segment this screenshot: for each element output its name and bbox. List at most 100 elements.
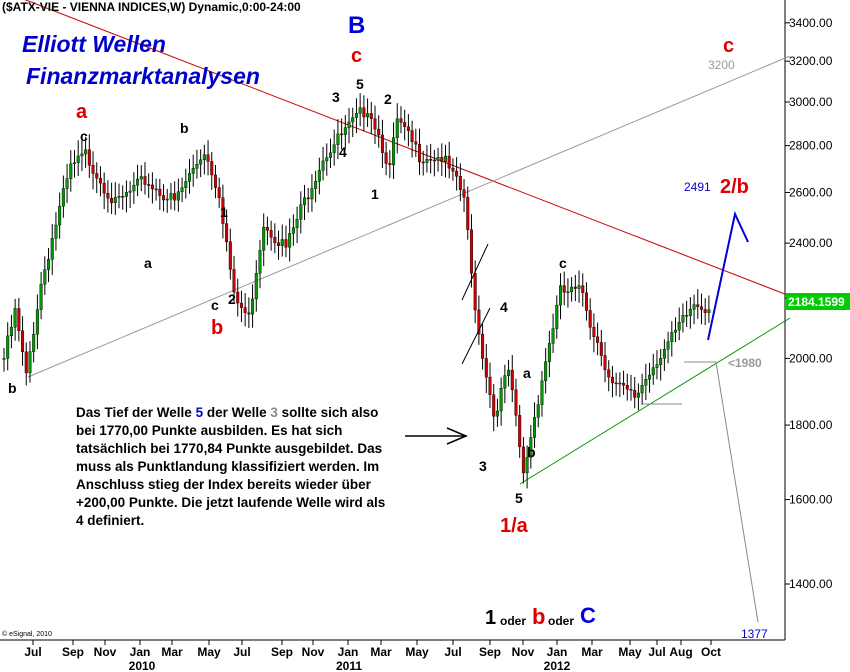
candle-body bbox=[321, 160, 325, 171]
note-wave5: 5 bbox=[195, 405, 204, 420]
candle-body bbox=[132, 184, 136, 192]
x-tick-label: Nov bbox=[94, 645, 117, 659]
y-tick-label: 2000.00 bbox=[789, 351, 833, 365]
candle-body bbox=[47, 259, 51, 270]
candle-body bbox=[677, 322, 681, 331]
candle-body bbox=[369, 113, 373, 119]
candle-body bbox=[150, 184, 154, 190]
candle-body bbox=[269, 230, 273, 238]
candle-body bbox=[644, 379, 648, 386]
candle-body bbox=[447, 155, 451, 169]
level-3200: 3200 bbox=[708, 58, 735, 72]
candle-body bbox=[610, 376, 614, 384]
wave-c-2: c bbox=[211, 297, 219, 313]
candle-body bbox=[35, 309, 39, 335]
candle-body bbox=[425, 159, 429, 163]
candle-body bbox=[410, 130, 414, 143]
x-tick-label: Jan bbox=[338, 645, 359, 659]
candle-body bbox=[503, 375, 507, 389]
candle-body bbox=[354, 113, 358, 118]
wave-a-2: a bbox=[523, 365, 531, 381]
candle-body bbox=[451, 167, 455, 172]
x-ticks: Jul Sep Nov Jan Mar May Jul Sep Nov Jan Mar May Jul S… bbox=[24, 640, 721, 672]
candle-body bbox=[328, 152, 332, 158]
candle-body bbox=[280, 239, 284, 246]
candle-body bbox=[555, 304, 559, 329]
candle-body bbox=[481, 333, 485, 359]
candle-body bbox=[633, 390, 637, 398]
candle-body bbox=[147, 184, 151, 186]
candle-body bbox=[499, 388, 503, 412]
candle-body bbox=[217, 187, 221, 198]
candle-body bbox=[206, 154, 210, 162]
candle-body bbox=[384, 152, 388, 164]
candle-body bbox=[458, 176, 462, 190]
x-tick-label: Nov bbox=[302, 645, 325, 659]
candle-body bbox=[9, 326, 13, 337]
candle-body bbox=[232, 269, 236, 293]
trendline bbox=[27, 55, 791, 378]
candle-body bbox=[347, 121, 351, 128]
x-tick-label: Jul bbox=[648, 645, 665, 659]
candle-body bbox=[599, 342, 603, 356]
candle-body bbox=[236, 291, 240, 304]
candle-body bbox=[258, 250, 262, 274]
candle-body bbox=[213, 174, 217, 188]
candle-body bbox=[340, 133, 344, 136]
candle-body bbox=[87, 149, 91, 166]
candle-body bbox=[21, 330, 25, 353]
candle-body bbox=[225, 223, 229, 243]
candle-body bbox=[618, 382, 622, 385]
x-tick-label: Aug bbox=[669, 645, 692, 659]
candle-body bbox=[670, 332, 674, 342]
candle-body bbox=[566, 291, 570, 294]
brand-line1: Elliott Wellen bbox=[22, 31, 166, 57]
candle-body bbox=[84, 149, 88, 155]
candle-body bbox=[291, 227, 295, 234]
candle-body bbox=[573, 286, 577, 289]
candle-body bbox=[265, 227, 269, 231]
candle-body bbox=[707, 309, 711, 313]
x-tick-label: Sep bbox=[271, 645, 293, 659]
wave-3-b: 3 bbox=[479, 458, 487, 474]
candle-body bbox=[440, 157, 444, 162]
candle-body bbox=[681, 315, 685, 323]
y-tick-label: 2800.00 bbox=[789, 139, 833, 153]
x-tick-label: Jul bbox=[233, 645, 250, 659]
wave-a-red: a bbox=[76, 101, 88, 123]
x-tick-label: May bbox=[618, 645, 642, 659]
bottom-oder-1: oder bbox=[500, 614, 526, 628]
candle-body bbox=[533, 417, 537, 438]
candle-body bbox=[562, 285, 566, 293]
candle-body bbox=[469, 229, 473, 274]
candle-body bbox=[6, 335, 10, 359]
chart-title: ($ATX-VIE - VIENNA INDICES,W) Dynamic,0:… bbox=[2, 0, 301, 14]
y-tick-label: 3000.00 bbox=[789, 95, 833, 109]
candle-body bbox=[243, 307, 247, 314]
bottom-oder-2: oder bbox=[548, 614, 574, 628]
bottom-b: b bbox=[532, 604, 545, 629]
candle-body bbox=[221, 197, 225, 224]
candles bbox=[2, 93, 711, 489]
candle-body bbox=[80, 153, 84, 157]
candle-body bbox=[377, 128, 381, 136]
candle-body bbox=[317, 170, 321, 182]
candle-body bbox=[306, 197, 310, 200]
wave-4-b: 4 bbox=[500, 299, 508, 315]
candle-body bbox=[685, 315, 689, 317]
wave-5-b: 5 bbox=[515, 490, 523, 506]
wave-b-2: b bbox=[8, 380, 17, 396]
wave-b-3: b bbox=[527, 444, 536, 460]
candle-body bbox=[492, 394, 496, 417]
candle-body bbox=[659, 358, 663, 365]
candle-body bbox=[251, 298, 255, 315]
candle-body bbox=[143, 176, 147, 185]
x-tick-label: May bbox=[197, 645, 221, 659]
candle-body bbox=[399, 118, 403, 123]
candle-body bbox=[158, 188, 162, 196]
bottom-1: 1 bbox=[485, 607, 496, 629]
candle-body bbox=[343, 127, 347, 135]
candle-body bbox=[32, 333, 36, 352]
projection-gray bbox=[684, 361, 759, 623]
